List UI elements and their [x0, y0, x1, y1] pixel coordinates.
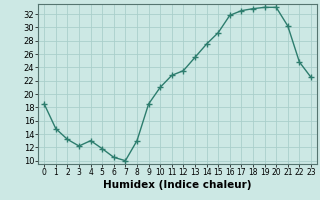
- X-axis label: Humidex (Indice chaleur): Humidex (Indice chaleur): [103, 180, 252, 190]
